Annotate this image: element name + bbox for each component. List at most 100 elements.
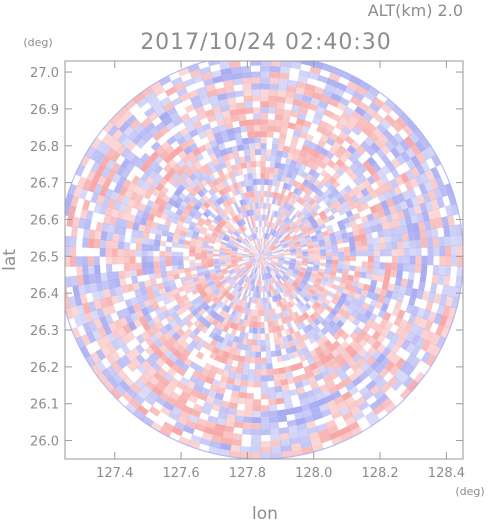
radar-cell [232, 384, 241, 392]
radar-cell [260, 440, 272, 448]
radar-cell [385, 249, 392, 257]
radar-cell [302, 256, 309, 259]
radar-cell [131, 134, 143, 145]
radar-cell [148, 390, 160, 402]
radar-cell [370, 359, 381, 371]
radar-cell [388, 227, 397, 236]
radar-cell [296, 156, 305, 164]
radar-cell [291, 224, 298, 231]
radar-cell [242, 368, 250, 375]
radar-cell [332, 256, 339, 261]
radar-cell [266, 258, 272, 262]
radar-cell [288, 277, 295, 283]
radar-cell [298, 271, 306, 276]
radar-cell [380, 200, 389, 210]
radar-cell [418, 281, 426, 291]
radar-cell [371, 340, 382, 351]
radar-cell [181, 294, 189, 302]
radar-cell [282, 335, 289, 343]
radar-cell [88, 320, 98, 332]
radar-cell [361, 111, 374, 122]
radar-cell [235, 367, 244, 375]
radar-cell [353, 234, 361, 242]
radar-cell [199, 437, 212, 447]
radar-cell [266, 233, 270, 240]
radar-cell [310, 437, 322, 447]
radar-cell [203, 220, 211, 227]
radar-cell [261, 244, 262, 251]
radar-cell [227, 152, 235, 160]
radar-cell [95, 348, 106, 361]
radar-cell [203, 426, 215, 435]
radar-cell [270, 440, 282, 447]
radar-cell [87, 301, 97, 313]
radar-cell [165, 261, 172, 267]
radar-cell [265, 303, 270, 310]
radar-cell [238, 235, 244, 241]
radar-cell [231, 316, 238, 324]
radar-cell [358, 80, 372, 92]
radar-cell [73, 315, 83, 328]
radar-cell [212, 398, 223, 407]
radar-cell [266, 255, 273, 257]
radar-cell [244, 249, 250, 253]
radar-cell [347, 290, 356, 298]
radar-cell [126, 330, 136, 342]
radar-cell [239, 306, 245, 314]
radar-cell [270, 270, 275, 277]
radar-cell [281, 354, 289, 362]
radar-cell [323, 298, 331, 306]
radar-cell [369, 384, 381, 396]
radar-cell [260, 251, 264, 257]
radar-cell [323, 315, 332, 324]
radar-cell [211, 193, 219, 201]
radar-cell [294, 288, 301, 295]
radar-cell [114, 117, 126, 130]
radar-cell [265, 248, 270, 253]
radar-cell [345, 279, 353, 286]
radar-cell [250, 71, 261, 78]
radar-cell [132, 303, 141, 313]
radar-cell [312, 310, 320, 319]
radar-cell [443, 225, 451, 237]
radar-cell [302, 186, 310, 194]
radar-cell [391, 262, 398, 271]
radar-cell [387, 220, 395, 229]
radar-cell [437, 274, 445, 286]
radar-cell [260, 452, 272, 459]
radar-cell [128, 213, 136, 223]
radar-cell [209, 351, 218, 360]
radar-cell [130, 155, 141, 166]
radar-cell [295, 263, 302, 268]
radar-cell [238, 247, 244, 251]
radar-cell [148, 405, 161, 417]
radar-cell [306, 323, 314, 332]
radar-cell [288, 431, 300, 439]
radar-cell [198, 308, 206, 316]
radar-cell [274, 274, 280, 281]
radar-cell [252, 178, 257, 186]
radar-cell [248, 265, 254, 271]
radar-cell [162, 281, 171, 288]
radar-cell [266, 252, 272, 255]
radar-cell [256, 261, 259, 268]
radar-cell [185, 301, 194, 310]
radar-cell [185, 184, 194, 193]
radar-cell [158, 287, 167, 296]
radar-cell [254, 255, 261, 257]
radar-cell [154, 234, 162, 241]
radar-cell [241, 218, 247, 225]
radar-cell [427, 311, 437, 323]
radar-cell [284, 176, 291, 184]
radar-cell [253, 297, 257, 304]
radar-cell [240, 193, 246, 200]
radar-cell [97, 289, 106, 300]
radar-cell [99, 247, 106, 257]
radar-cell [226, 265, 233, 270]
radar-cell [384, 181, 394, 192]
radar-cell [204, 176, 212, 185]
radar-cell [320, 334, 329, 344]
radar-cell [197, 271, 204, 277]
radar-cell [149, 352, 160, 362]
radar-cell [201, 367, 211, 377]
